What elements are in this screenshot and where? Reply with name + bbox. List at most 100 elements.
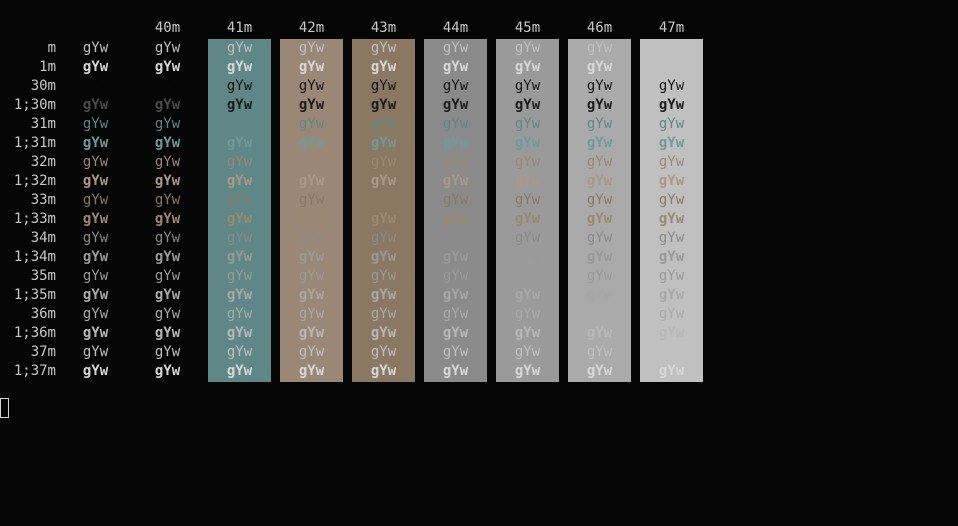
sample-text: gYw — [370, 135, 397, 151]
sample-text: gYw — [298, 287, 325, 303]
sample-text: gYw — [298, 249, 325, 265]
sample-text: gYw — [658, 268, 685, 284]
sample-text: gYw — [370, 211, 397, 227]
row-label: 1;33m — [13, 211, 56, 227]
row-label: 33m — [30, 192, 56, 208]
sample-text: gYw — [586, 135, 613, 151]
sample-text: gYw — [226, 97, 253, 113]
sample-text: gYw — [154, 173, 181, 189]
sample-text: gYw — [154, 344, 181, 360]
sample-text: gYw — [226, 230, 253, 246]
sample-text: gYw — [514, 344, 541, 360]
sample-text: gYw — [442, 211, 469, 227]
row-label: 31m — [30, 116, 56, 132]
sample-text: gYw — [298, 59, 325, 75]
row-label: m — [47, 40, 56, 56]
sample-text: gYw — [226, 306, 253, 322]
sample-text: gYw — [658, 211, 685, 227]
sample-text: gYw — [370, 363, 397, 379]
sample-text: gYw — [514, 268, 541, 284]
sample-text: gYw — [442, 192, 469, 208]
sample-text: gYw — [658, 173, 685, 189]
sample-text: gYw — [82, 287, 109, 303]
sample-text: gYw — [82, 135, 109, 151]
sample-text: gYw — [442, 59, 469, 75]
sample-text: gYw — [82, 306, 109, 322]
sample-text: gYw — [226, 363, 253, 379]
sample-text: gYw — [658, 116, 685, 132]
sample-text: gYw — [442, 306, 469, 322]
sample-text: gYw — [226, 173, 253, 189]
sample-text: gYw — [442, 344, 469, 360]
sample-text: gYw — [298, 40, 325, 56]
sample-text: gYw — [514, 116, 541, 132]
sample-text: gYw — [658, 325, 685, 341]
sample-text: gYw — [82, 249, 109, 265]
sample-text: gYw — [370, 230, 397, 246]
sample-text: gYw — [154, 268, 181, 284]
sample-text: gYw — [514, 173, 541, 189]
sample-text: gYw — [226, 249, 253, 265]
sample-text: gYw — [658, 154, 685, 170]
sample-text: gYw — [658, 249, 685, 265]
sample-text: gYw — [226, 192, 253, 208]
sample-text: gYw — [154, 154, 181, 170]
sample-text: gYw — [658, 363, 685, 379]
sample-text: gYw — [82, 59, 109, 75]
column-header-47m: 47m — [658, 20, 685, 36]
sample-text: gYw — [442, 97, 469, 113]
sample-text: gYw — [82, 363, 109, 379]
sample-text: gYw — [586, 78, 613, 94]
row-label: 32m — [30, 154, 56, 170]
sample-text: gYw — [514, 306, 541, 322]
row-label: 1;32m — [13, 173, 56, 189]
sample-text: gYw — [514, 97, 541, 113]
sample-text: gYw — [586, 40, 613, 56]
sample-text: gYw — [370, 97, 397, 113]
sample-text: gYw — [226, 59, 253, 75]
sample-text: gYw — [442, 363, 469, 379]
sample-text: gYw — [370, 306, 397, 322]
bg-swatch-44m — [424, 39, 487, 382]
sample-text: gYw — [154, 287, 181, 303]
sample-text: gYw — [514, 135, 541, 151]
sample-text: gYw — [298, 268, 325, 284]
sample-text: gYw — [298, 363, 325, 379]
sample-text: gYw — [298, 230, 325, 246]
sample-text: gYw — [514, 40, 541, 56]
bg-swatch-43m — [352, 39, 415, 382]
row-label: 1;36m — [13, 325, 56, 341]
row-label: 37m — [30, 344, 56, 360]
sample-text: gYw — [82, 97, 109, 113]
row-label: 1m — [39, 59, 56, 75]
sample-text: gYw — [226, 268, 253, 284]
sample-text: gYw — [658, 230, 685, 246]
sample-text: gYw — [586, 116, 613, 132]
sample-text: gYw — [514, 192, 541, 208]
sample-text: gYw — [298, 344, 325, 360]
sample-text: gYw — [370, 173, 397, 189]
sample-text: gYw — [586, 306, 613, 322]
sample-text: gYw — [82, 268, 109, 284]
sample-text: gYw — [82, 116, 109, 132]
sample-text: gYw — [586, 363, 613, 379]
sample-text: gYw — [226, 211, 253, 227]
row-label: 1;35m — [13, 287, 56, 303]
sample-text: gYw — [82, 325, 109, 341]
sample-text: gYw — [658, 344, 685, 360]
column-header-46m: 46m — [586, 20, 613, 36]
sample-text: gYw — [154, 325, 181, 341]
sample-text: gYw — [442, 78, 469, 94]
sample-text: gYw — [586, 192, 613, 208]
sample-text: gYw — [298, 306, 325, 322]
sample-text: gYw — [154, 249, 181, 265]
sample-text: gYw — [154, 78, 181, 94]
column-header-41m: 41m — [226, 20, 253, 36]
sample-text: gYw — [226, 116, 253, 132]
sample-text: gYw — [442, 268, 469, 284]
sample-text: gYw — [442, 230, 469, 246]
bg-swatch-41m — [208, 39, 271, 382]
sample-text: gYw — [226, 78, 253, 94]
sample-text: gYw — [154, 192, 181, 208]
